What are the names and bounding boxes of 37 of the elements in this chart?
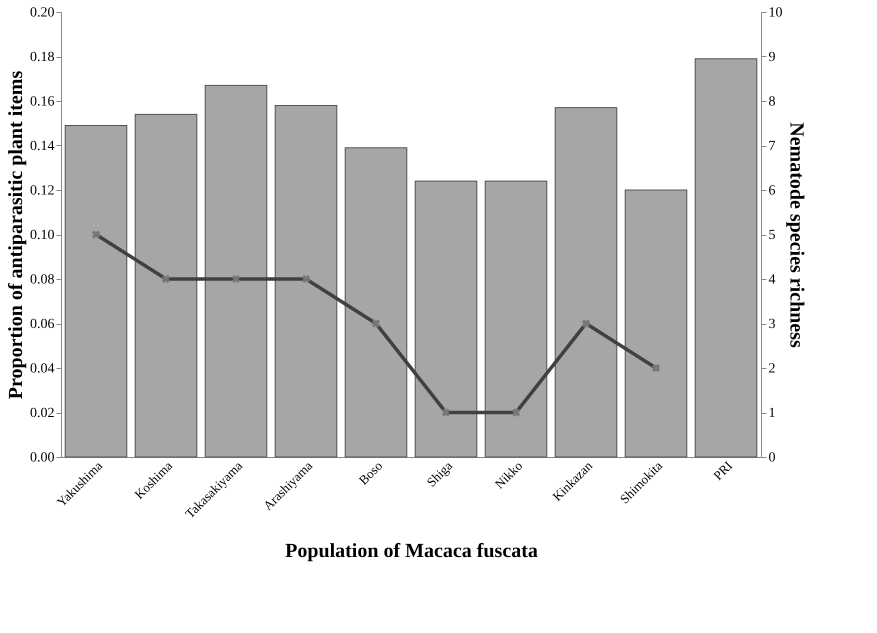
y-tick-label: 0.08 <box>30 272 54 288</box>
y-tick-label: 0.14 <box>30 139 54 154</box>
bar <box>624 190 688 458</box>
y2-tick-label: 2 <box>768 362 776 376</box>
bar <box>204 84 268 458</box>
bar <box>554 107 618 458</box>
y-tick-label: 0.00 <box>30 450 54 466</box>
x-tick-label: Boso <box>356 458 386 488</box>
y2-tick-label: 5 <box>768 228 776 243</box>
y2-tick-label: 7 <box>768 139 776 154</box>
y2-tick-label: 1 <box>768 406 776 421</box>
y-tick-label: 0.10 <box>30 228 54 243</box>
x-axis-title: Population of Macaca fuscata <box>285 540 538 562</box>
y-tick-label: 0.16 <box>30 94 54 110</box>
y-tick-label: 0.06 <box>30 317 54 332</box>
bar <box>694 58 758 458</box>
bar <box>484 180 548 458</box>
bar <box>414 180 478 458</box>
y2-tick-label: 3 <box>768 317 776 332</box>
y2-tick-label: 10 <box>768 6 782 20</box>
y2-tick-label: 9 <box>768 50 776 65</box>
x-tick-label: PRI <box>710 458 736 483</box>
y2-axis-title: Nematode species richness <box>786 122 808 348</box>
y-tick-label: 0.04 <box>30 362 54 376</box>
bar <box>344 147 408 458</box>
y2-tick-label: 4 <box>768 272 776 288</box>
y2-tick-label: 0 <box>768 450 776 466</box>
bar <box>274 104 338 458</box>
y2-tick-label: 6 <box>768 184 776 198</box>
y-tick-label: 0.02 <box>30 406 54 421</box>
y-tick-label: 0.12 <box>30 184 54 198</box>
y-tick-label: 0.20 <box>30 6 54 20</box>
y-axis-title: Proportion of antiparasitic plant items <box>5 70 27 400</box>
bar <box>134 114 198 458</box>
y-tick-label: 0.18 <box>30 50 54 65</box>
bar <box>64 124 128 458</box>
y2-tick-label: 8 <box>768 94 776 110</box>
